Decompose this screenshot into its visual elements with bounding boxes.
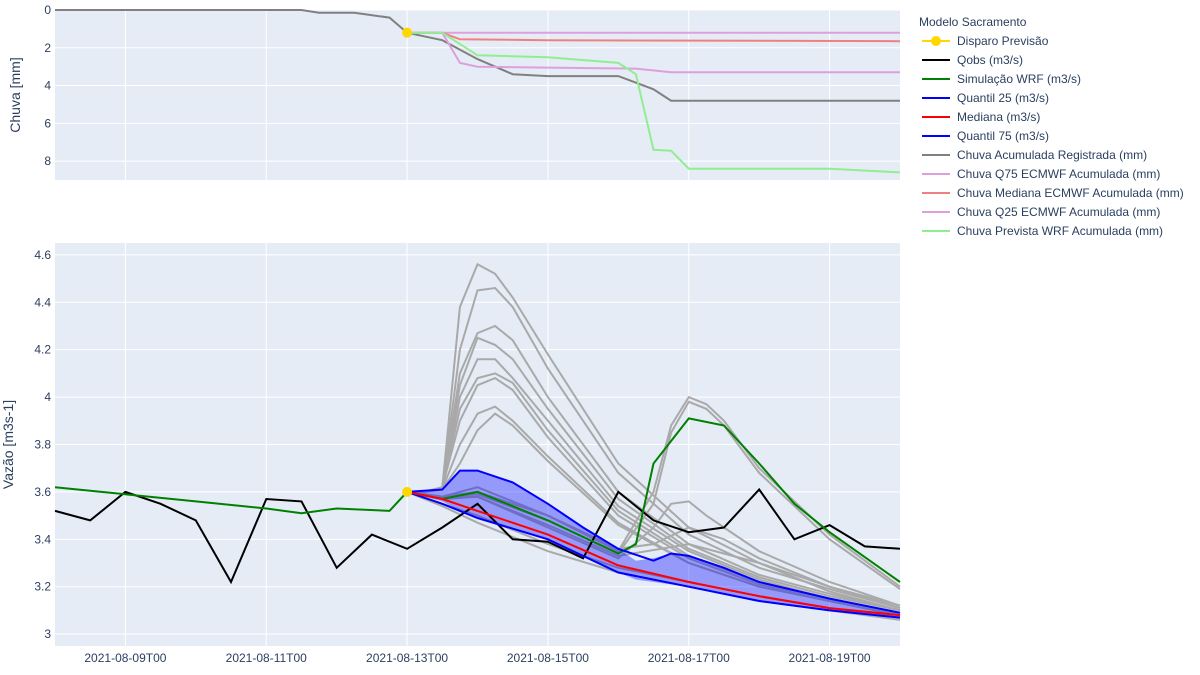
- flow-y-axis-label: Vazão [m3s-1]: [0, 400, 16, 489]
- flow-series-line: [54, 487, 901, 585]
- rain-series-line: [407, 31, 900, 74]
- flow-y-tick-label: 4.6: [34, 248, 51, 262]
- ensemble-member-line: [406, 490, 901, 612]
- flow-y-axis-ticks: 3 3.2 3.4 3.6 3.8 4 4.2 4.4 4.6: [34, 248, 51, 641]
- rain-plot-background: [55, 10, 900, 180]
- legend-item[interactable]: Chuva Acumulada Registrada (mm): [922, 148, 1147, 162]
- flow-y-tick-label: 4.2: [34, 343, 51, 357]
- flow-series-group: [54, 417, 901, 619]
- ensemble-member-line: [406, 400, 901, 590]
- quantile-band-area: [407, 470, 900, 618]
- legend-label: Chuva Mediana ECMWF Acumulada (mm): [957, 186, 1184, 200]
- rain-trigger-marker: [402, 27, 413, 38]
- flow-series-line: [54, 417, 901, 583]
- legend-title: Modelo Sacramento: [919, 15, 1027, 29]
- flow-series-line: [406, 490, 901, 619]
- flow-y-tick-label: 4.4: [34, 295, 51, 309]
- flow-x-axis-ticks: 2021-08-09T00 2021-08-11T00 2021-08-13T00 2…: [84, 651, 871, 665]
- legend-label: Simulação WRF (m3/s): [957, 72, 1081, 86]
- legend-label: Chuva Q25 ECMWF Acumulada (mm): [957, 205, 1160, 219]
- x-tick-label: 2021-08-19T00: [789, 651, 871, 665]
- legend-item[interactable]: Qobs (m3/s): [922, 53, 1023, 67]
- flow-y-tick-label: 3.2: [34, 580, 51, 594]
- rain-series-group: [55, 9, 901, 174]
- legend-label: Chuva Q75 ECMWF Acumulada (mm): [957, 167, 1160, 181]
- rain-y-tick-label: 2: [44, 41, 51, 55]
- rain-y-tick-label: 6: [44, 116, 51, 130]
- x-tick-label: 2021-08-13T00: [366, 651, 448, 665]
- legend-item[interactable]: Mediana (m3/s): [922, 110, 1040, 124]
- flow-trigger-marker: [402, 486, 413, 497]
- legend-item[interactable]: Quantil 25 (m3/s): [922, 91, 1049, 105]
- legend-label: Chuva Prevista WRF Acumulada (mm): [957, 224, 1163, 238]
- flow-y-tick-label: 3.6: [34, 485, 51, 499]
- rain-series-line: [55, 9, 900, 102]
- legend-label: Quantil 75 (m3/s): [957, 129, 1049, 143]
- legend-items[interactable]: Disparo Previsão Qobs (m3/s) Simulação WRF…: [922, 34, 1184, 238]
- x-tick-label: 2021-08-09T00: [84, 651, 166, 665]
- legend-label: Quantil 25 (m3/s): [957, 91, 1049, 105]
- flow-y-tick-label: 3.4: [34, 532, 51, 546]
- legend-item[interactable]: Chuva Q25 ECMWF Acumulada (mm): [922, 205, 1160, 219]
- rain-y-tick-label: 0: [44, 3, 51, 17]
- legend-item[interactable]: Simulação WRF (m3/s): [922, 72, 1081, 86]
- legend-label: Mediana (m3/s): [957, 110, 1040, 124]
- ensemble-member-line: [406, 486, 901, 610]
- flow-y-tick-label: 3.8: [34, 438, 51, 452]
- rain-y-axis-label: Chuva [mm]: [7, 57, 23, 132]
- rain-y-axis-ticks: 0 2 4 6 8: [44, 3, 51, 168]
- flow-series-line: [407, 469, 901, 614]
- legend-label: Qobs (m3/s): [957, 53, 1023, 67]
- legend-label: Chuva Acumulada Registrada (mm): [957, 148, 1147, 162]
- legend-item[interactable]: Chuva Mediana ECMWF Acumulada (mm): [922, 186, 1184, 200]
- rain-y-tick-label: 4: [44, 79, 51, 93]
- legend[interactable]: Modelo Sacramento Disparo Previsão Qobs (…: [919, 15, 1184, 238]
- flow-quantile-band: [407, 470, 900, 618]
- flow-series-line: [406, 490, 901, 617]
- rain-series-line: [407, 31, 901, 174]
- legend-label: Disparo Previsão: [957, 34, 1049, 48]
- flow-y-tick-label: 4: [44, 390, 51, 404]
- x-tick-label: 2021-08-17T00: [648, 651, 730, 665]
- x-tick-label: 2021-08-11T00: [226, 651, 307, 665]
- flow-panel: 33.23.43.63.844.24.44.6 2021-08-09T00 202…: [0, 243, 901, 665]
- legend-item[interactable]: Chuva Q75 ECMWF Acumulada (mm): [922, 167, 1160, 181]
- x-tick-label: 2021-08-15T00: [507, 651, 589, 665]
- legend-item[interactable]: Chuva Prevista WRF Acumulada (mm): [922, 224, 1163, 238]
- rain-y-tick-label: 8: [44, 154, 51, 168]
- rain-panel: 0 2 4 6 8 Chuva [mm]: [7, 3, 901, 180]
- legend-item[interactable]: Disparo Previsão: [922, 34, 1049, 48]
- legend-item[interactable]: Quantil 75 (m3/s): [922, 129, 1049, 143]
- flow-y-tick-label: 3: [44, 627, 51, 641]
- legend-marker: [931, 36, 941, 46]
